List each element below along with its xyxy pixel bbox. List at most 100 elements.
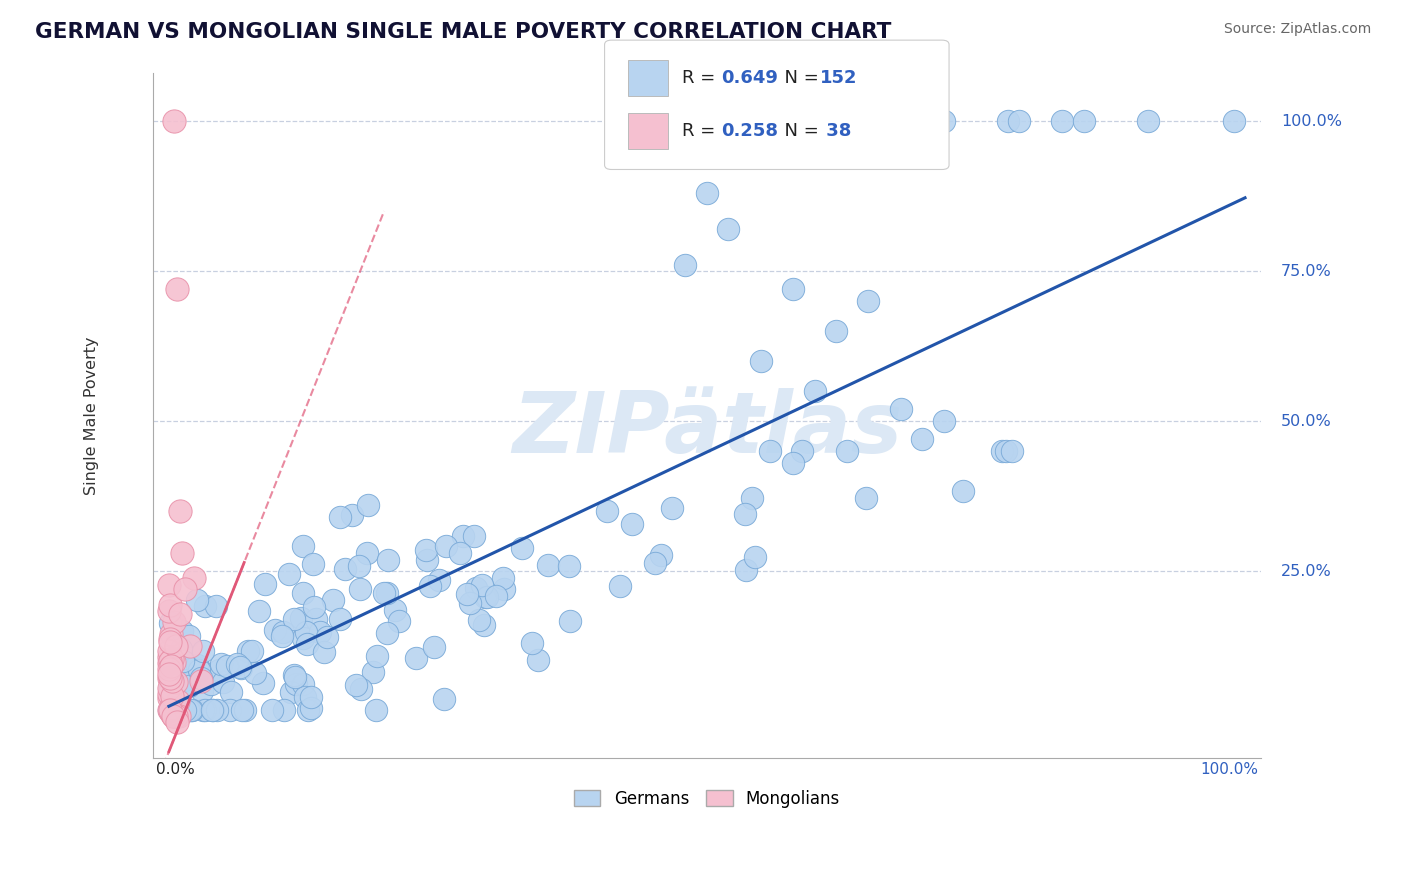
Point [163, 615, 186, 629]
Point [173, 703, 195, 717]
Point [1008, 114, 1031, 128]
Point [160, 652, 183, 666]
Point [364, 703, 387, 717]
Point [263, 623, 285, 637]
Point [314, 645, 336, 659]
Point [162, 667, 184, 681]
Point [181, 703, 204, 717]
Point [157, 662, 180, 676]
Point [183, 571, 205, 585]
Point [356, 546, 378, 560]
Point [557, 558, 579, 573]
Point [932, 114, 955, 128]
Point [292, 631, 315, 645]
Point [169, 607, 191, 621]
Point [157, 691, 180, 706]
Point [782, 456, 804, 470]
Point [991, 444, 1014, 458]
Text: R =: R = [682, 122, 721, 140]
Point [273, 703, 295, 717]
Text: 100.0%: 100.0% [1199, 763, 1258, 778]
Point [215, 659, 238, 673]
Point [233, 703, 256, 717]
Point [366, 648, 388, 663]
Point [825, 324, 848, 338]
Point [734, 507, 756, 521]
Point [167, 708, 190, 723]
Point [162, 703, 184, 717]
Point [436, 539, 458, 553]
Point [160, 673, 183, 688]
Point [170, 546, 193, 560]
Point [271, 628, 294, 642]
Point [157, 656, 180, 670]
Point [449, 546, 471, 560]
Point [456, 587, 478, 601]
Point [162, 702, 184, 716]
Point [375, 625, 398, 640]
Point [384, 603, 406, 617]
Point [209, 657, 232, 672]
Point [661, 500, 683, 515]
Point [157, 703, 180, 717]
Point [316, 630, 339, 644]
Point [292, 539, 315, 553]
Point [174, 703, 197, 717]
Text: R =: R = [682, 70, 721, 87]
Point [675, 258, 697, 272]
Point [284, 670, 307, 684]
Point [294, 690, 316, 704]
Point [782, 282, 804, 296]
Point [190, 671, 212, 685]
Point [858, 294, 880, 309]
Point [995, 444, 1018, 458]
Text: N =: N = [773, 70, 825, 87]
Point [416, 553, 439, 567]
Point [253, 577, 276, 591]
Point [291, 586, 314, 600]
Point [159, 671, 181, 685]
Point [696, 186, 718, 200]
Point [277, 566, 299, 581]
Point [191, 703, 214, 717]
Point [744, 549, 766, 564]
Point [188, 661, 211, 675]
Text: 100.0%: 100.0% [1281, 113, 1343, 128]
Text: 0.0%: 0.0% [156, 763, 194, 778]
Point [157, 650, 180, 665]
Point [243, 666, 266, 681]
Point [494, 582, 516, 596]
Point [329, 510, 352, 524]
Point [1223, 114, 1246, 128]
Point [191, 644, 214, 658]
Point [159, 654, 181, 668]
Point [405, 650, 427, 665]
Point [302, 599, 325, 614]
Point [202, 703, 225, 717]
Point [997, 114, 1019, 128]
Point [911, 433, 934, 447]
Point [159, 703, 181, 717]
Point [423, 640, 446, 655]
Point [194, 599, 217, 613]
Point [349, 582, 371, 596]
Point [157, 644, 180, 658]
Point [835, 444, 858, 458]
Point [159, 615, 181, 630]
Point [741, 491, 763, 505]
Point [159, 627, 181, 641]
Point [280, 685, 302, 699]
Point [173, 703, 195, 717]
Point [735, 563, 758, 577]
Point [932, 414, 955, 428]
Point [388, 614, 411, 628]
Point [299, 690, 322, 704]
Point [340, 508, 363, 523]
Text: Single Male Poverty: Single Male Poverty [84, 336, 100, 494]
Point [166, 714, 188, 729]
Point [596, 504, 619, 518]
Point [207, 663, 229, 677]
Point [186, 592, 208, 607]
Point [165, 675, 187, 690]
Point [242, 644, 264, 658]
